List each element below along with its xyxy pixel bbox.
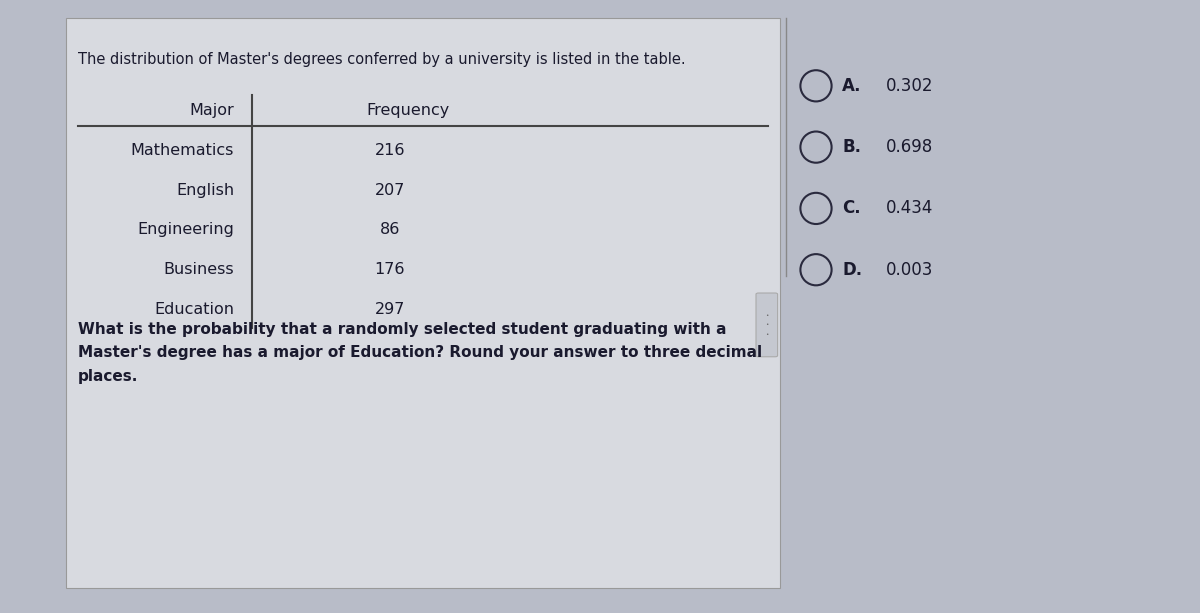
Text: The distribution of Master's degrees conferred by a university is listed in the : The distribution of Master's degrees con… (78, 52, 685, 67)
Text: English: English (176, 183, 234, 197)
Text: •: • (766, 313, 768, 318)
Text: C.: C. (842, 199, 862, 218)
Text: Major: Major (190, 103, 234, 118)
Text: 176: 176 (374, 262, 406, 277)
Text: Business: Business (163, 262, 234, 277)
Text: Engineering: Engineering (137, 223, 234, 237)
Text: 0.698: 0.698 (886, 138, 932, 156)
Text: D.: D. (842, 261, 863, 279)
Text: 207: 207 (374, 183, 406, 197)
Text: 86: 86 (380, 223, 400, 237)
Text: Frequency: Frequency (366, 103, 449, 118)
Text: 297: 297 (374, 302, 406, 317)
Text: •: • (766, 332, 768, 337)
Text: A.: A. (842, 77, 862, 95)
Text: 216: 216 (374, 143, 406, 158)
Text: 0.434: 0.434 (886, 199, 932, 218)
Text: 0.003: 0.003 (886, 261, 932, 279)
Text: 0.302: 0.302 (886, 77, 934, 95)
Text: What is the probability that a randomly selected student graduating with a
Maste: What is the probability that a randomly … (78, 322, 762, 384)
Text: B.: B. (842, 138, 862, 156)
Text: Mathematics: Mathematics (131, 143, 234, 158)
Text: •: • (766, 322, 768, 327)
Text: Education: Education (154, 302, 234, 317)
